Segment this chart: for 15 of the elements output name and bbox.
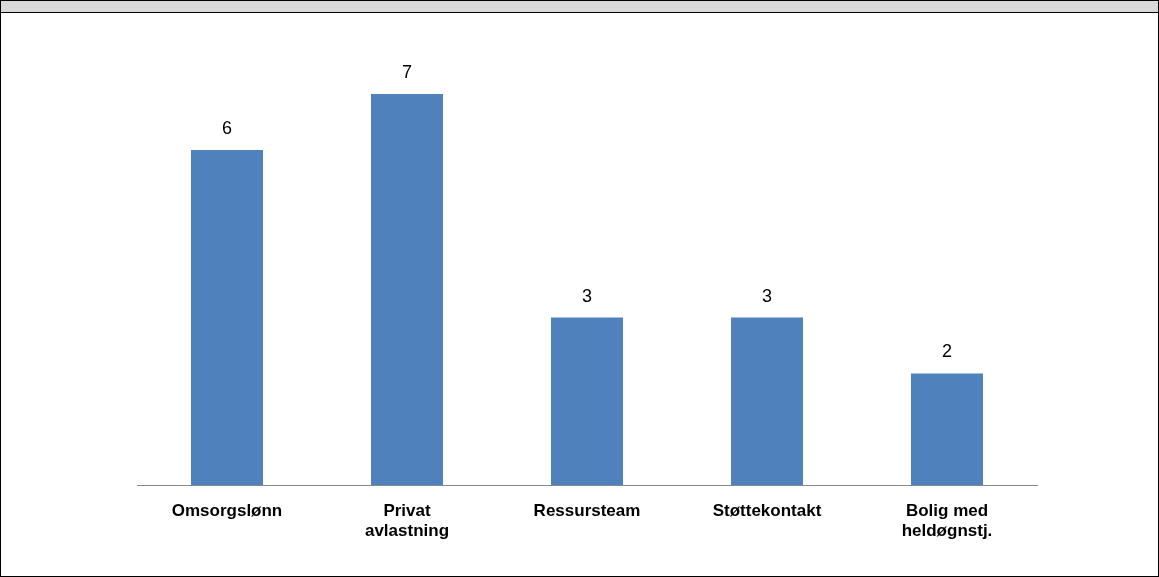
bar bbox=[191, 149, 263, 486]
data-label: 3 bbox=[761, 285, 773, 306]
x-tick-label: Omsorgslønn bbox=[171, 501, 283, 521]
bar bbox=[731, 317, 803, 486]
data-label: 6 bbox=[221, 117, 233, 138]
x-tick-label: Støttekontakt bbox=[712, 501, 822, 521]
data-label: 7 bbox=[401, 61, 413, 82]
bar bbox=[911, 373, 983, 486]
x-tick-label: Privat avlastning bbox=[364, 501, 450, 541]
bar bbox=[371, 94, 443, 486]
x-tick-label: Ressursteam bbox=[533, 501, 641, 521]
data-label: 3 bbox=[581, 285, 593, 306]
bar bbox=[551, 317, 623, 486]
data-label: 2 bbox=[941, 341, 953, 362]
x-tick-label: Bolig med heldøgnstj. bbox=[901, 501, 993, 541]
